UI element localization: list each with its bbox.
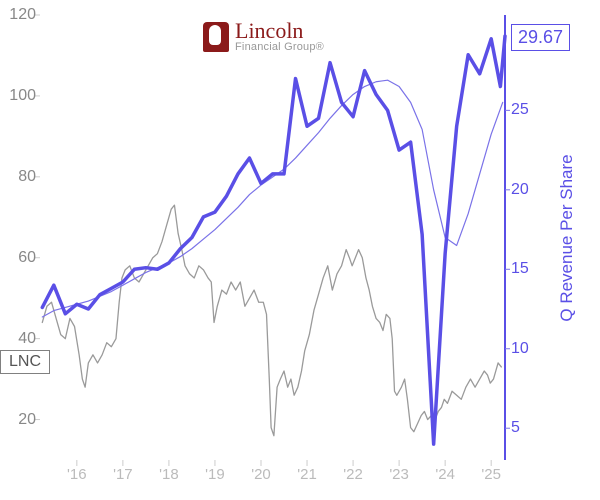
y-left-tick: 60: [18, 249, 40, 267]
y-right-tick: 20: [505, 181, 529, 199]
x-tick: '25: [481, 460, 501, 483]
x-tick: '23: [389, 460, 409, 483]
x-tick: '18: [159, 460, 179, 483]
y-left-tick: 80: [18, 168, 40, 186]
right-axis-label: Q Revenue Per Share: [557, 154, 577, 321]
x-tick: '20: [251, 460, 271, 483]
y-left-tick: 100: [9, 87, 40, 105]
x-tick: '24: [435, 460, 455, 483]
logo-text-block: Lincoln Financial Group®: [235, 20, 324, 53]
ticker-symbol-box: LNC: [0, 350, 50, 374]
y-right-tick: 10: [505, 340, 529, 358]
x-tick: '21: [297, 460, 317, 483]
chart-container: 20 40 60 80 100 120 5 10 15 20 25 '16 '17 '18 '19 '20 '2…: [0, 0, 600, 500]
chart-svg: [40, 15, 505, 460]
x-tick: '16: [67, 460, 87, 483]
y-left-tick: 120: [9, 6, 40, 24]
x-tick: '17: [113, 460, 133, 483]
y-right-tick: 25: [505, 101, 529, 119]
x-tick: '22: [343, 460, 363, 483]
logo-company-name: Lincoln: [235, 20, 324, 42]
logo-subtitle: Financial Group®: [235, 42, 324, 53]
y-right-tick: 5: [505, 419, 520, 437]
logo-mark-icon: [203, 22, 229, 52]
y-left-tick: 40: [18, 330, 40, 348]
x-tick: '19: [205, 460, 225, 483]
y-right-tick: 15: [505, 260, 529, 278]
plot-area: 20406080100120510152025'16'17'18'19'20'2…: [40, 15, 505, 460]
company-logo: Lincoln Financial Group®: [203, 20, 324, 53]
current-value-box: 29.67: [511, 24, 570, 51]
y-left-tick: 20: [18, 411, 40, 429]
